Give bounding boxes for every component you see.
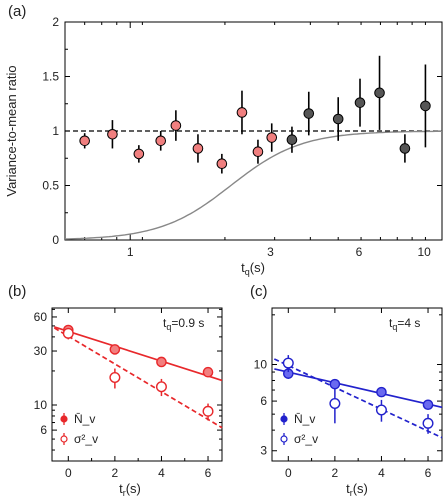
panel-b-ticks: 0 2 4 6 6 10 30 60 [34, 308, 222, 480]
a-point-red [155, 135, 167, 147]
c-legend-variance: σ²_v [294, 432, 318, 446]
a-xtick-label: 1 [127, 245, 134, 259]
panel-a-ticks: 0 0.5 1 1.5 2 1 3 6 10 [42, 15, 442, 259]
panel-b-legend: N̄_v σ²_v [60, 412, 98, 446]
c-point-variance [375, 404, 387, 416]
a-model-curve [64, 130, 442, 240]
b-xtick-label: 4 [158, 466, 165, 480]
a-ytick-label: 2 [52, 15, 59, 29]
a-xtick-label: 6 [356, 245, 363, 259]
panel-a: (a) Variance-to-mean ratio tq(s) 0 0.5 1 1.… [4, 3, 443, 277]
b-ytick-label: 6 [40, 423, 47, 437]
a-point-red [170, 120, 182, 131]
c-fit-variance [273, 358, 443, 439]
a-ytick-label: 1.5 [42, 70, 59, 84]
b-fit-mean [54, 326, 223, 382]
c-xtick-label: 4 [378, 466, 385, 480]
panel-a-ylabel: Variance-to-mean ratio [4, 65, 19, 196]
c-ytick-label: 3 [260, 444, 267, 458]
panel-c-annotation: tq=4 s [389, 316, 420, 332]
a-point-gray [332, 113, 344, 125]
b-fit-variance [53, 327, 223, 429]
b-ytick-label: 30 [34, 344, 48, 358]
b-legend-marker [60, 435, 68, 443]
b-point-variance [202, 405, 214, 417]
a-ytick-label: 1 [52, 124, 59, 138]
b-ytick-label: 10 [34, 398, 48, 412]
b-xtick-label: 0 [65, 466, 72, 480]
b-legend-mean: N̄_v [74, 412, 95, 426]
b-point-variance [62, 327, 74, 339]
b-point-mean [109, 344, 121, 355]
a-xtick-label: 10 [417, 245, 431, 259]
c-point-mean [422, 399, 434, 411]
c-legend-marker [280, 435, 288, 443]
c-point-mean [329, 378, 341, 390]
a-xtick-label: 3 [267, 245, 274, 259]
c-point-variance [422, 417, 434, 429]
b-ytick-label: 60 [34, 310, 48, 324]
a-point-red [107, 128, 118, 140]
a-point-red [252, 146, 264, 158]
panel-b-label: (b) [8, 283, 26, 300]
c-xtick-label: 2 [332, 466, 339, 480]
b-xtick-label: 2 [112, 466, 119, 480]
svg-text:tq=0.9 s: tq=0.9 s [163, 316, 204, 332]
c-xtick-label: 6 [425, 466, 432, 480]
a-point-gray [303, 108, 315, 119]
b-point-variance [155, 381, 167, 393]
panel-a-label: (a) [8, 3, 26, 20]
c-legend-marker [280, 415, 288, 423]
a-point-gray [420, 100, 431, 112]
panel-b-frame [51, 307, 223, 462]
b-legend-marker [60, 415, 68, 423]
panel-a-marks [64, 55, 442, 240]
svg-text:tq(s): tq(s) [241, 260, 265, 277]
panel-c: (c) tq=4 s tr(s) 0 2 4 6 3 6 10 N̄_v σ²_v [250, 283, 443, 498]
panel-b-annotation: tq=0.9 s [163, 316, 204, 332]
panel-c-label: (c) [250, 283, 268, 300]
c-point-variance [329, 398, 341, 410]
c-point-variance [282, 357, 294, 369]
a-point-red [266, 132, 278, 143]
panel-b-marks [53, 324, 223, 429]
b-legend-variance: σ²_v [74, 432, 98, 446]
svg-text:tq=4 s: tq=4 s [389, 316, 420, 332]
a-point-gray [354, 97, 366, 108]
svg-text:tr(s): tr(s) [346, 481, 368, 498]
a-point-red [192, 143, 204, 154]
c-ytick-label: 6 [260, 394, 267, 408]
panel-c-legend: N̄_v σ²_v [280, 412, 318, 446]
a-point-gray [286, 134, 298, 146]
a-point-red [79, 135, 90, 147]
a-ytick-label: 0.5 [42, 179, 59, 193]
a-point-red [236, 107, 248, 118]
b-point-variance [109, 372, 121, 384]
c-ytick-label: 10 [254, 357, 268, 371]
a-point-gray [374, 87, 385, 99]
c-xtick-label: 0 [285, 466, 292, 480]
a-point-gray [399, 143, 411, 154]
c-legend-mean: N̄_v [294, 412, 315, 426]
a-point-red [216, 158, 228, 169]
a-point-red [133, 148, 145, 160]
panel-b: (b) tq=0.9 s tr(s) 0 2 4 6 6 10 30 60 N̄_v σ²_v [8, 283, 223, 498]
panel-b-xlabel: tr(s) [119, 481, 141, 498]
b-point-mean [156, 356, 167, 368]
c-point-mean [376, 386, 387, 398]
panel-c-marks [273, 355, 443, 439]
c-fit-mean [274, 368, 443, 409]
b-xtick-label: 6 [205, 466, 212, 480]
panel-c-frame [271, 307, 443, 462]
svg-text:tr(s): tr(s) [119, 481, 141, 498]
b-point-mean [202, 366, 214, 378]
panel-a-xlabel: tq(s) [241, 260, 265, 277]
a-ytick-label: 0 [52, 233, 59, 247]
panel-c-ticks: 0 2 4 6 3 6 10 [254, 308, 442, 480]
panel-c-xlabel: tr(s) [346, 481, 368, 498]
